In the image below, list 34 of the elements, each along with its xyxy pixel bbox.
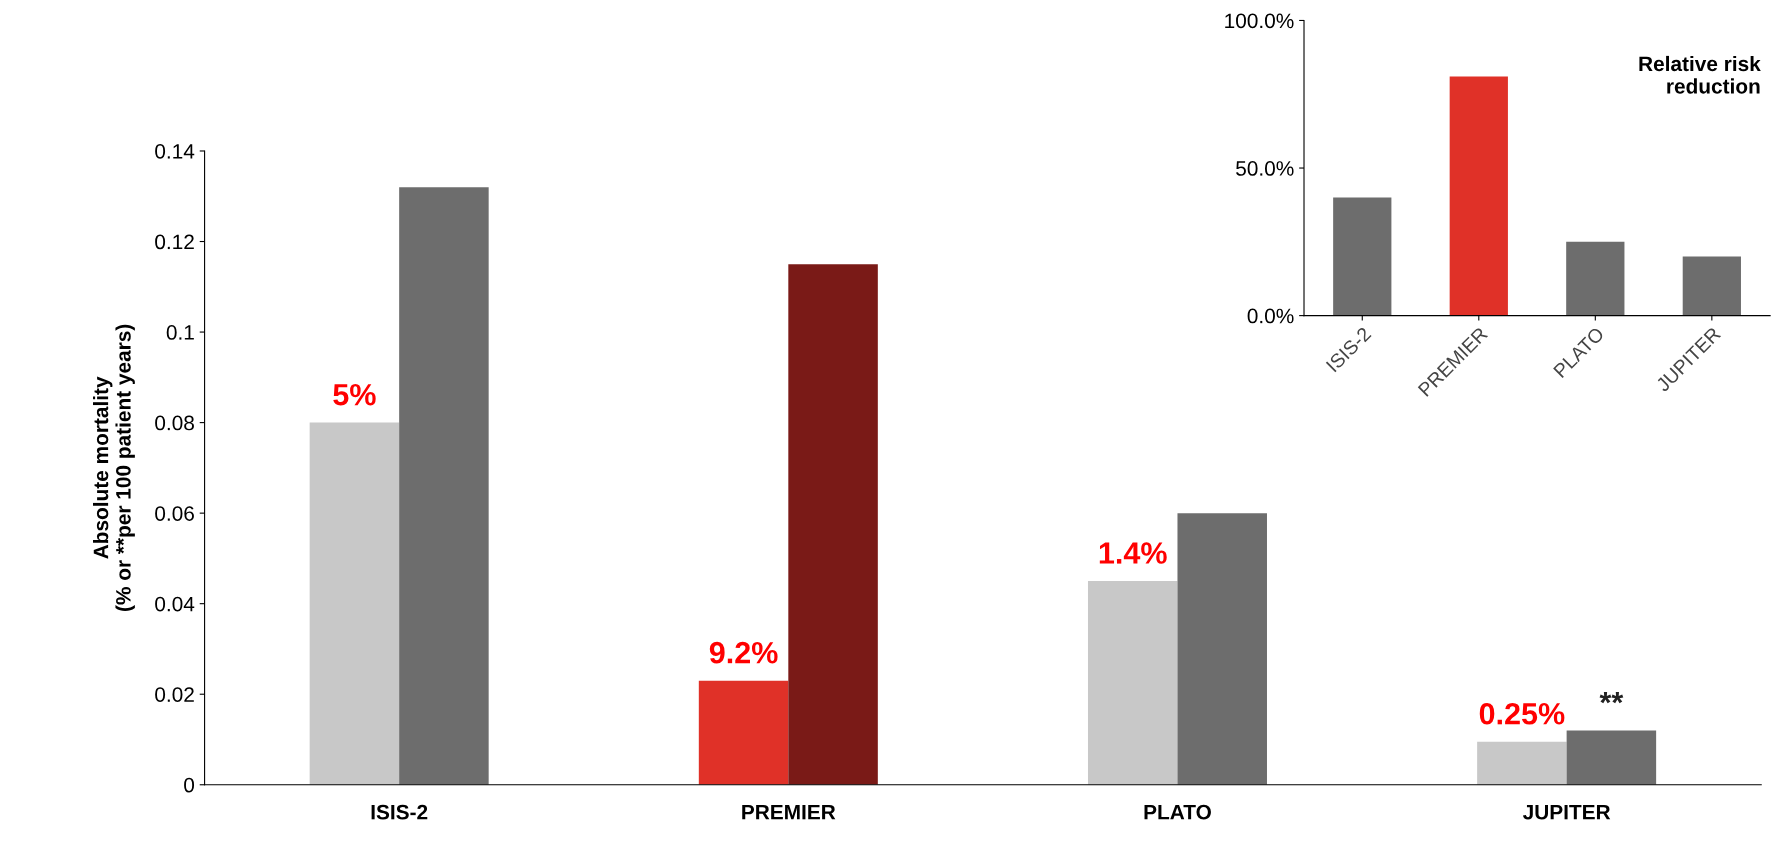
annotation: 0.25% [1479, 702, 1565, 725]
annotation: 5% [333, 383, 376, 406]
y-tick-label: 0.1 [166, 325, 194, 340]
annotation: ** [1599, 691, 1624, 704]
y-tick-label: 0.14 [155, 143, 195, 159]
y-tick-label: 0.06 [155, 506, 194, 521]
bar [1682, 256, 1741, 316]
y-axis-title: Absolute mortality (% or **per 100 patient years) [93, 324, 135, 611]
x-tick-label: JUPITER [1522, 804, 1611, 820]
x-tick-label: PREMIER [742, 804, 836, 820]
bar [1087, 581, 1178, 785]
bar [1566, 730, 1657, 785]
bar [1566, 241, 1625, 316]
bar [698, 680, 789, 785]
x-tick-label: ISIS-2 [371, 804, 428, 820]
y-tick-label: 0.02 [155, 687, 194, 702]
text: Relative risk reduction [1639, 55, 1761, 94]
y-tick-label: 0.12 [155, 234, 194, 250]
y-tick-label: 50.0% [1236, 161, 1294, 176]
x-tick-label: PLATO [1144, 804, 1211, 820]
y-tick-label: 100.0% [1225, 13, 1294, 29]
bar [309, 422, 400, 785]
bar [399, 187, 489, 785]
y-tick-label: 0.08 [155, 415, 194, 431]
y-tick-label: 0.04 [155, 596, 195, 612]
bar [788, 264, 878, 785]
y-tick-label: 0 [184, 777, 195, 793]
bar [1477, 741, 1567, 785]
bar [1177, 513, 1267, 785]
bar [1333, 197, 1392, 316]
bar [1449, 76, 1508, 316]
annotation: 9.2% [709, 641, 778, 664]
annotation: 1.4% [1099, 542, 1167, 564]
y-tick-label: 0.0% [1247, 308, 1294, 324]
